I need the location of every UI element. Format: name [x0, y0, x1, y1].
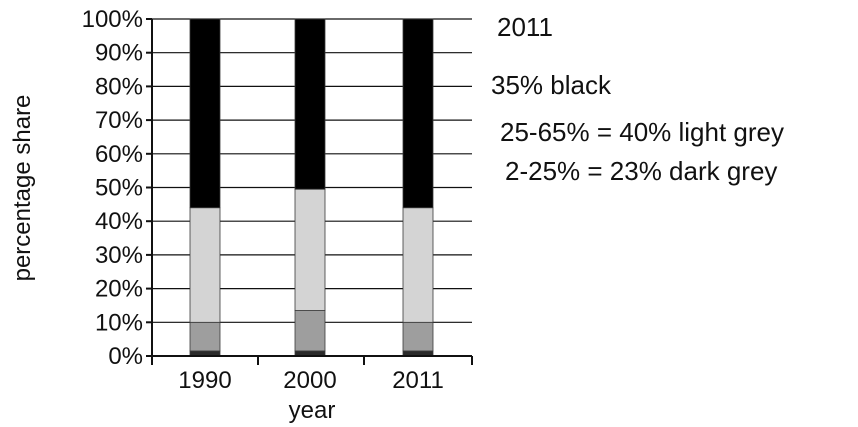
bar-segment-2000-1 — [294, 310, 326, 352]
bar-segment-2000-2 — [294, 188, 326, 311]
y-tick-label: 30% — [95, 242, 143, 269]
annotation-light-grey: 25-65% = 40% light grey — [500, 117, 784, 147]
x-axis-title: year — [289, 397, 336, 424]
annotation-dark-grey: 2-25% = 23% dark grey — [505, 156, 777, 186]
annotation-year: 2011 — [497, 12, 553, 42]
bar-segment-1990-1 — [189, 321, 221, 352]
bars — [189, 18, 434, 357]
bar-segment-2000-3 — [294, 18, 326, 190]
y-tick-label: 10% — [95, 309, 143, 336]
y-tick-label: 60% — [95, 141, 143, 168]
x-tick-label-1990: 1990 — [178, 367, 231, 394]
bar-segment-2011-1 — [402, 321, 434, 352]
y-tick-label: 70% — [95, 107, 143, 134]
bar-segment-2011-2 — [402, 207, 434, 323]
bar-segment-1990-3 — [189, 18, 221, 209]
y-tick-label: 80% — [95, 73, 143, 100]
y-tick-label: 90% — [95, 40, 143, 67]
y-axis-title: percentage share — [9, 95, 36, 282]
y-tick-label: 100% — [82, 6, 143, 33]
x-tick-label-2000: 2000 — [283, 367, 336, 394]
y-tick-label: 40% — [95, 208, 143, 235]
axes: 0% 10% 20% 30% 40% 50% 60% 70% 80% 90% 100% 1990 200… — [82, 6, 473, 394]
y-tick-label: 50% — [95, 175, 143, 202]
annotation-black: 35% black — [491, 70, 612, 100]
bar-segment-1990-2 — [189, 207, 221, 323]
x-tick-label-2011: 2011 — [392, 367, 444, 394]
y-tick-label: 0% — [108, 343, 143, 370]
bar-segment-2011-3 — [402, 18, 434, 209]
y-tick-label: 20% — [95, 276, 143, 303]
